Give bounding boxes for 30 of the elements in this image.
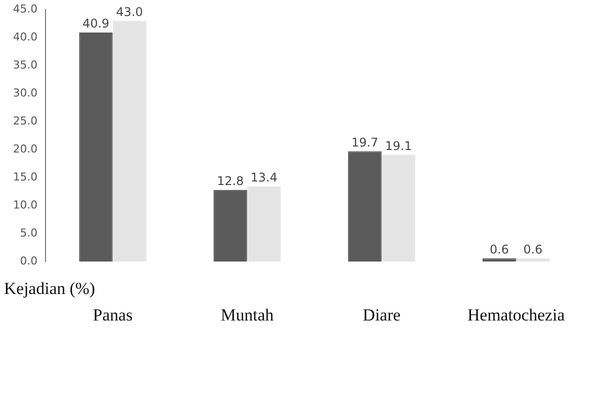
y-tick-label: 40.0 [12, 30, 38, 44]
data-label: 40.9 [82, 16, 110, 31]
bar [348, 151, 382, 262]
y-tick-label: 15.0 [12, 170, 38, 184]
y-tick-label: 10.0 [12, 198, 38, 212]
x-tick-label: Diare [362, 305, 401, 324]
data-label: 13.4 [250, 170, 278, 185]
y-tick-label: 35.0 [12, 58, 38, 72]
x-tick-label: Hematochezia [468, 305, 566, 324]
data-label: 19.1 [385, 138, 412, 153]
bar [247, 186, 281, 262]
bar [112, 20, 146, 262]
data-label: 43.0 [116, 4, 143, 19]
bar [214, 190, 248, 262]
data-label: 12.8 [217, 174, 244, 188]
y-axis-title: Kejadian (%) [4, 279, 96, 298]
bar [382, 154, 416, 262]
y-tick-label: 45.0 [12, 2, 38, 16]
y-tick-label: 25.0 [12, 114, 38, 128]
data-label: 0.6 [490, 242, 509, 256]
bar [482, 258, 516, 262]
y-tick-label: 30.0 [12, 86, 38, 100]
y-tick-label: 0.0 [20, 254, 38, 268]
x-tick-label: Muntah [220, 305, 274, 324]
x-tick-label: Panas [92, 305, 133, 324]
bar [79, 32, 113, 262]
y-tick-label: 20.0 [12, 142, 38, 156]
data-label: 19.7 [352, 135, 378, 150]
y-tick-label: 5.0 [20, 226, 38, 240]
data-label: 0.6 [523, 242, 542, 256]
